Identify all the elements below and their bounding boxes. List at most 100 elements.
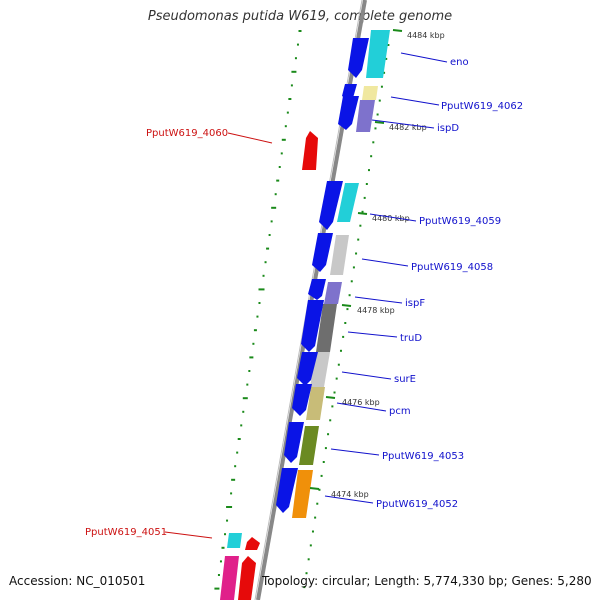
gc-dot <box>281 138 286 141</box>
label-leaders <box>164 52 448 539</box>
gene-label: PputW619_4052 <box>376 499 458 510</box>
gc-dot <box>266 247 270 250</box>
gene-label: ispF <box>405 298 425 309</box>
gc-dot <box>380 85 383 88</box>
gc-dot <box>337 363 340 366</box>
cog-track <box>220 30 390 600</box>
gc-dot <box>303 586 306 589</box>
gc-dot <box>335 377 338 380</box>
gene-label: pcm <box>389 406 411 417</box>
gc-dot <box>383 71 386 74</box>
gc-dot <box>288 98 292 100</box>
gene-label: truD <box>400 333 422 344</box>
gc-dot <box>314 516 317 519</box>
gene-pputw619-4059 <box>319 181 343 230</box>
gc-dot <box>327 433 330 436</box>
gc-dot <box>298 30 302 32</box>
gc-dot <box>339 349 342 352</box>
gc-dot <box>376 113 379 116</box>
gene-ispf <box>308 279 326 300</box>
gc-dot <box>236 451 239 454</box>
gc-dot <box>296 43 299 46</box>
gc-dot <box>286 111 289 114</box>
gc-dot <box>352 266 355 269</box>
tick-label: 4480 kbp <box>372 214 410 223</box>
gene-pputw619-4051 <box>245 537 260 550</box>
gc-dot <box>372 141 375 144</box>
gc-dot <box>253 329 257 332</box>
gc-dot <box>268 234 271 236</box>
gene-label: PputW619_4058 <box>411 262 493 273</box>
gene-eno <box>348 38 369 78</box>
gc-dot <box>262 274 265 277</box>
gene-labels: eno PputW619_4062 ispD PputW619_4060 Ppu… <box>85 57 523 538</box>
gc-dot <box>278 166 281 168</box>
gc-dot <box>342 335 345 338</box>
gc-dot <box>230 492 233 495</box>
gc-dot <box>224 533 227 536</box>
gc-dot <box>322 461 325 463</box>
gc-dot <box>357 238 360 241</box>
gene-pputw619-4058 <box>312 233 333 272</box>
gc-dot <box>387 44 390 46</box>
gc-dot <box>320 474 323 477</box>
gc-dot <box>316 502 319 505</box>
gc-dot <box>331 405 334 408</box>
gc-dot <box>252 342 255 345</box>
gc-dot <box>258 288 265 291</box>
gc-dot <box>290 84 293 87</box>
gc-dot <box>226 506 233 508</box>
gene-trud <box>301 300 324 352</box>
gc-dot <box>234 465 237 468</box>
gc-dot <box>329 419 332 422</box>
gc-dot <box>361 210 364 213</box>
accession-text: Accession: NC_010501 <box>9 574 146 588</box>
gc-dot <box>214 587 220 590</box>
gc-dot <box>226 519 229 522</box>
gc-dot <box>294 57 297 60</box>
gc-dot <box>324 447 327 450</box>
gc-dot <box>348 294 351 297</box>
gene-label: eno <box>450 57 469 68</box>
gc-dot <box>363 196 366 199</box>
gc-dot <box>318 488 321 491</box>
gc-dot <box>270 220 273 223</box>
gene-pputw619-4053 <box>284 422 304 463</box>
gc-dot <box>242 397 248 400</box>
gc-dot <box>264 261 267 264</box>
gc-dot <box>231 478 236 481</box>
gene-label: PputW619_4053 <box>382 451 464 462</box>
gc-dot <box>355 252 358 255</box>
gc-dot <box>249 356 254 359</box>
gc-dot <box>307 558 310 561</box>
gc-dot <box>305 572 308 575</box>
gc-dot <box>367 169 370 172</box>
gc-dot <box>221 546 225 549</box>
gc-dot <box>242 410 245 413</box>
topology-text: Topology: circular; Length: 5,774,330 bp… <box>262 574 592 588</box>
gc-dot <box>274 193 277 196</box>
tick-label: 4482 kbp <box>389 123 427 132</box>
gc-dot <box>246 383 249 386</box>
gc-dot <box>333 391 336 394</box>
gc-dot <box>271 206 277 209</box>
gc-dot <box>344 322 347 324</box>
gene-label: PputW619_4060 <box>146 128 228 139</box>
gene-pcm <box>292 384 312 416</box>
gene-pputw619-4060 <box>302 131 318 170</box>
tick-label: 4484 kbp <box>407 31 445 40</box>
gc-dot <box>248 370 251 372</box>
gene-pputw619-4052 <box>276 468 298 513</box>
gc-dot <box>311 530 314 533</box>
gc-dot <box>374 127 377 130</box>
gc-dot <box>276 179 280 182</box>
gc-dot <box>284 125 287 128</box>
forward-genes <box>276 38 369 513</box>
gene-label: PputW619_4062 <box>441 101 523 112</box>
tick-label: 4474 kbp <box>331 490 369 499</box>
tick-label: 4476 kbp <box>342 398 380 407</box>
gc-dot <box>365 183 368 185</box>
gc-dot <box>370 155 373 158</box>
gc-dot <box>237 438 241 440</box>
